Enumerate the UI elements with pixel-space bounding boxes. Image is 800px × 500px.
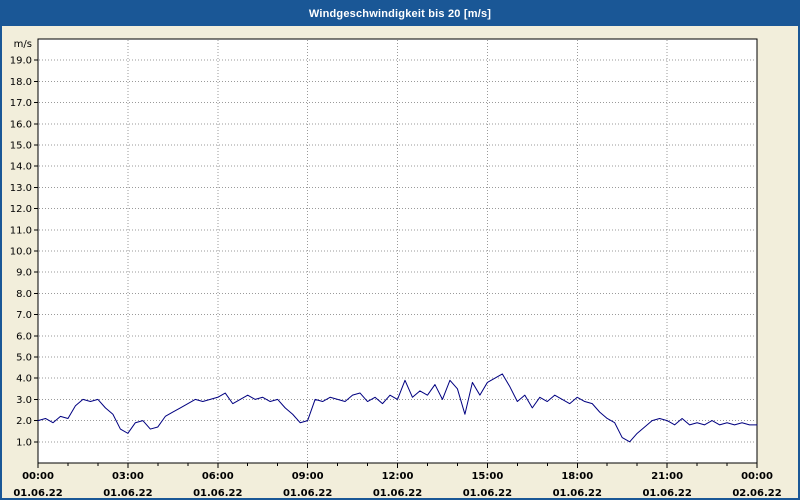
- y-tick-label: 18.0: [10, 77, 32, 88]
- y-tick-label: 19.0: [10, 56, 32, 67]
- chart-title-bar: Windgeschwindigkeit bis 20 [m/s]: [2, 2, 798, 26]
- x-tick-date-label: 01.06.22: [553, 488, 602, 498]
- y-tick-label: 17.0: [10, 98, 32, 109]
- x-tick-date-label: 01.06.22: [463, 488, 512, 498]
- y-axis-unit-label: m/s: [14, 39, 32, 50]
- x-tick-time-label: 12:00: [382, 471, 414, 482]
- y-tick-label: 2.0: [16, 416, 32, 427]
- x-tick-time-label: 15:00: [471, 471, 503, 482]
- y-tick-label: 5.0: [16, 353, 32, 364]
- y-tick-label: 14.0: [10, 162, 32, 173]
- y-tick-label: 1.0: [16, 437, 32, 448]
- y-tick-label: 12.0: [10, 204, 32, 215]
- y-tick-label: 13.0: [10, 183, 32, 194]
- x-tick-date-label: 01.06.22: [373, 488, 422, 498]
- vertical-gridlines: [127, 40, 668, 462]
- x-tick-time-label: 06:00: [202, 471, 234, 482]
- x-tick-date-label: 01.06.22: [283, 488, 332, 498]
- y-tick-label: 8.0: [16, 289, 32, 300]
- y-axis: 1.0 2.0 3.0 4.0 5.0 6.0 7.0 8.0 9.0 10.0 11.0 12.0 1…: [10, 39, 38, 448]
- y-tick-label: 11.0: [10, 225, 32, 236]
- x-tick-time-label: 03:00: [112, 471, 144, 482]
- x-tick-time-label: 21:00: [651, 471, 683, 482]
- wind-speed-series-line: [37, 373, 758, 443]
- x-tick-time-label: 09:00: [292, 471, 324, 482]
- x-tick-time-label: 00:00: [22, 471, 54, 482]
- x-axis: 00:00 01.06.22 03:00 01.06.22 06:00 01.06.22 0…: [13, 463, 782, 498]
- y-tick-label: 4.0: [16, 374, 32, 385]
- wind-speed-chart: 1.0 2.0 3.0 4.0 5.0 6.0 7.0 8.0 9.0 10.0 11.0 12.0 1…: [10, 38, 782, 498]
- x-tick-date-label: 01.06.22: [103, 488, 152, 498]
- x-tick-time-label: 18:00: [561, 471, 593, 482]
- y-tick-label: 16.0: [10, 119, 32, 130]
- horizontal-gridlines: [39, 59, 756, 443]
- x-tick-date-label: 01.06.22: [13, 488, 62, 498]
- y-tick-label: 3.0: [16, 395, 32, 406]
- y-tick-label: 15.0: [10, 141, 32, 152]
- y-tick-label: 6.0: [16, 331, 32, 342]
- x-tick-date-label: 01.06.22: [642, 488, 691, 498]
- y-tick-label: 7.0: [16, 310, 32, 321]
- x-tick-date-label: 02.06.22: [732, 488, 781, 498]
- y-tick-label: 10.0: [10, 247, 32, 258]
- chart-container: 1.0 2.0 3.0 4.0 5.0 6.0 7.0 8.0 9.0 10.0 11.0 12.0 1…: [2, 26, 798, 498]
- x-tick-time-label: 00:00: [741, 471, 773, 482]
- y-tick-label: 9.0: [16, 268, 32, 279]
- x-tick-date-label: 01.06.22: [193, 488, 242, 498]
- x-minor-ticks: [67, 463, 728, 466]
